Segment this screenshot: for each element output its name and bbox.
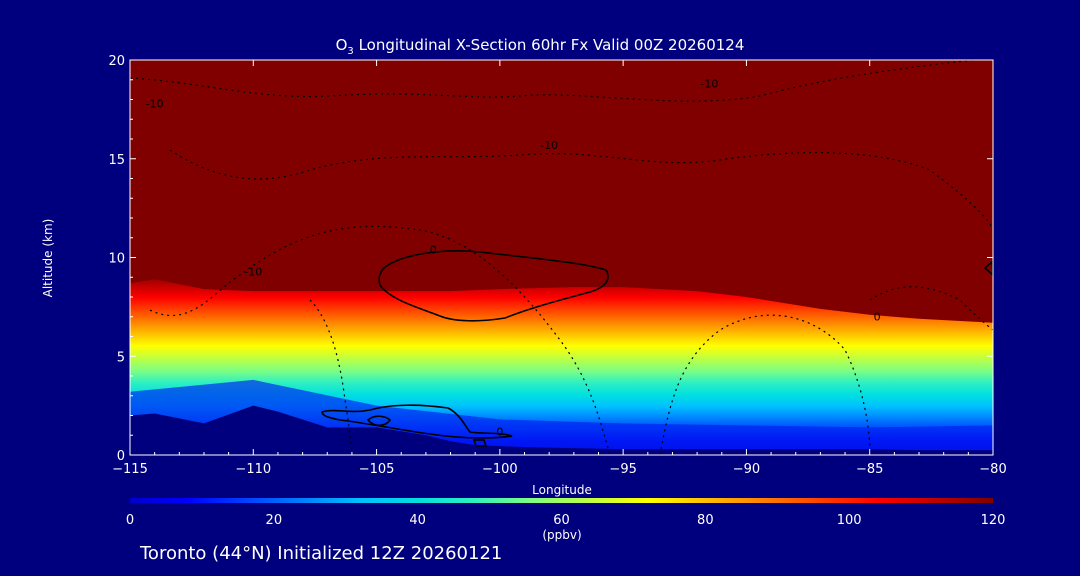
colorbar-tick-label: 100 xyxy=(837,513,862,528)
contour-line xyxy=(309,299,353,455)
contour-label: -10 xyxy=(700,78,718,91)
x-tick-label: −95 xyxy=(609,462,636,477)
contour-line xyxy=(321,404,513,439)
x-tick-label: −90 xyxy=(733,462,760,477)
terrain-mask xyxy=(130,405,993,455)
y-tick-label: 15 xyxy=(108,153,125,168)
colorbar-tick-label: 20 xyxy=(266,513,283,528)
colorbar-tick-label: 0 xyxy=(126,513,134,528)
contour-line xyxy=(366,415,392,427)
y-tick-label: 0 xyxy=(117,449,125,464)
y-tick-label: 20 xyxy=(108,54,125,69)
footer-caption: Toronto (44°N) Initialized 12Z 20260121 xyxy=(140,543,503,564)
x-axis: −115 −110 −105 −100 −95 −90 −85 −80 xyxy=(112,60,1007,477)
colorbar-tick-label: 40 xyxy=(409,513,426,528)
contour-labels: -10 -10 -10 -10 0 0 0 xyxy=(146,78,881,439)
y-axis: 0 5 10 15 20 xyxy=(108,54,993,464)
x-tick-label: −100 xyxy=(482,462,518,477)
contour-label: 0 xyxy=(874,311,881,324)
colorbar-tick-label: 60 xyxy=(553,513,570,528)
x-tick-label: −110 xyxy=(235,462,271,477)
contour-line xyxy=(378,250,609,322)
contour-line xyxy=(130,60,980,102)
contour-label: 0 xyxy=(496,425,503,438)
contour-label: 0 xyxy=(430,244,437,257)
contour-label: -10 xyxy=(540,139,558,152)
plot-field: -10 -10 -10 -10 0 0 0 xyxy=(130,60,993,455)
x-axis-label: Longitude xyxy=(532,483,592,497)
chart-title: O3 Longitudinal X-Section 60hr Fx Valid … xyxy=(335,36,745,57)
x-tick-label: −80 xyxy=(979,462,1006,477)
contour-line xyxy=(149,225,611,455)
contour-line xyxy=(169,149,993,231)
colorbar-tick-label: 120 xyxy=(981,513,1006,528)
x-tick-label: −85 xyxy=(856,462,883,477)
y-tick-label: 5 xyxy=(117,350,125,365)
colorbar-ticks: 0 20 40 60 80 100 120 xyxy=(126,513,1006,528)
contour-line xyxy=(472,439,488,447)
contour-lines xyxy=(130,60,993,455)
contour-label: -10 xyxy=(146,97,164,110)
contour-line xyxy=(869,286,993,331)
y-axis-label: Altitude (km) xyxy=(41,218,55,298)
x-tick-label: −115 xyxy=(112,462,148,477)
colorbar-tick-label: 80 xyxy=(697,513,714,528)
y-tick-label: 10 xyxy=(108,252,125,267)
x-tick-label: −105 xyxy=(359,462,395,477)
contour-label: -10 xyxy=(244,265,262,278)
colorbar xyxy=(130,498,993,503)
colorbar-unit-label: (ppbv) xyxy=(542,528,582,542)
